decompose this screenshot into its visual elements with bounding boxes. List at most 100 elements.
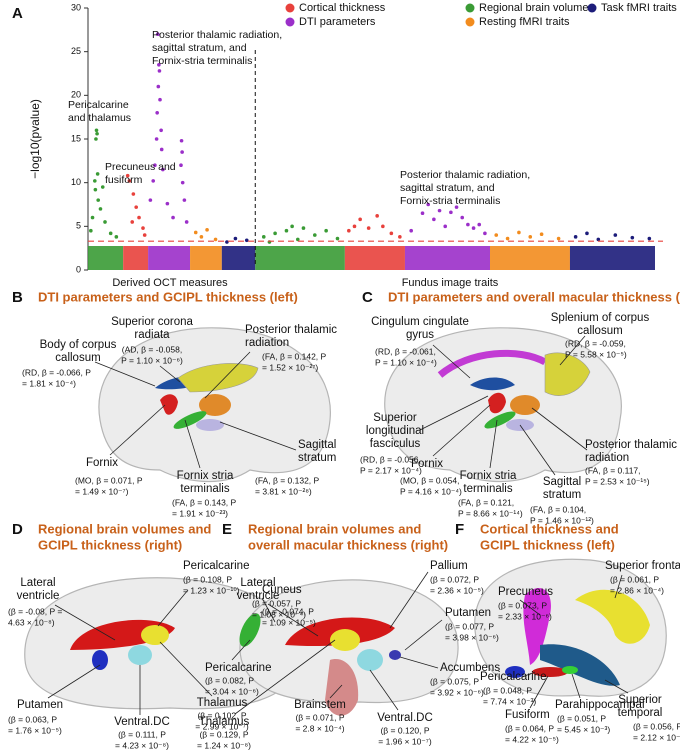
structure-name: Posterior thalamic <box>585 439 677 451</box>
point <box>335 236 340 241</box>
structure-name: Pericalcarine <box>480 671 546 683</box>
structure-stats: = 3.98 × 10⁻⁶) <box>445 632 499 642</box>
y-tick-label: 20 <box>71 90 81 100</box>
legend-label: Regional brain volumes <box>479 2 594 14</box>
annotation: sagittal stratum, and <box>152 42 247 54</box>
legend-marker <box>587 3 597 13</box>
y-tick-label: 5 <box>76 221 81 231</box>
point <box>398 235 402 239</box>
point <box>454 205 459 209</box>
point <box>180 180 185 185</box>
structure-stats: = 7.74 × 10⁻³) <box>483 696 536 706</box>
point <box>630 235 635 240</box>
point <box>301 226 306 230</box>
structure-stats: (MO, β = 0.071, P <box>75 475 143 485</box>
y-tick-label: 10 <box>71 177 81 187</box>
structure-name: Body of corpus <box>40 339 117 351</box>
annotation: sagittal stratum, and <box>400 182 495 194</box>
structure-stats: (β = 0.108, P <box>183 574 232 584</box>
structure-stats: = 2.99 × 10⁻⁷) <box>195 721 249 731</box>
structure-name: Putamen <box>17 699 63 711</box>
point <box>205 228 209 232</box>
structure-name: Fornix stria <box>177 470 234 482</box>
point <box>89 228 93 233</box>
structure-stats: = 1.81 × 10⁻⁴) <box>22 378 76 388</box>
point <box>93 179 97 183</box>
structure-stats: = 4.22 × 10⁻⁵) <box>505 734 559 744</box>
panel-title: Regional brain volumes and <box>248 521 421 536</box>
point-band <box>490 246 570 270</box>
panel-letter: B <box>12 289 23 306</box>
point <box>171 215 175 220</box>
point <box>157 69 162 73</box>
structure-stats: = 2.33 × 10⁻⁶) <box>498 611 552 621</box>
structure-name: longitudinal <box>366 425 424 437</box>
brain-panels: B DTI parameters and GCIPL thickness (lef… <box>8 289 680 750</box>
point <box>127 179 132 183</box>
structure-stats: = 3.04 × 10⁻⁶) <box>205 686 259 696</box>
point-band <box>344 246 405 270</box>
leader-line <box>521 671 536 678</box>
leader-line <box>559 335 586 366</box>
point <box>647 236 652 241</box>
point <box>366 226 371 230</box>
point <box>141 226 145 230</box>
point <box>158 97 162 102</box>
panel-title: GCIPL thickness (left) <box>480 537 615 552</box>
point <box>420 211 425 216</box>
structure-name: stratum <box>298 452 336 464</box>
structure-stats: = 1.76 × 10⁻⁵) <box>8 725 62 735</box>
annotation: Precuneus and <box>105 161 176 173</box>
x-group-label: Derived OCT measures <box>112 277 228 289</box>
point <box>93 187 98 192</box>
structure-stats: P = 1.10 × 10⁻⁴) <box>375 357 437 367</box>
panel-title: GCIPL thickness (right) <box>38 537 182 552</box>
point <box>154 137 159 141</box>
structure-stats: (β = 0.077, P <box>445 621 494 631</box>
structure-stats: (RD, β = -0.061, <box>375 346 436 356</box>
leader-line <box>389 571 429 629</box>
point-band <box>123 246 149 270</box>
structure-stats: (β = -0.074, P <box>262 606 314 616</box>
point <box>134 205 138 209</box>
point <box>142 233 147 237</box>
point <box>375 214 379 218</box>
point <box>483 231 487 236</box>
leader-line <box>159 365 181 383</box>
point <box>517 230 521 235</box>
point <box>466 222 470 227</box>
structure-stats: = 1.09 × 10⁻⁵) <box>262 617 316 627</box>
point <box>290 224 294 229</box>
leader-line <box>54 604 116 641</box>
structure-stats: P = 5.58 × 10⁻⁵) <box>565 349 627 359</box>
structure-stats: (β = 0.073, P <box>498 600 547 610</box>
structure-stats: (β = -0.08, P = <box>8 606 62 616</box>
point <box>233 236 238 241</box>
legend-marker <box>285 3 295 13</box>
structure-name: Pericalcarine <box>183 560 249 572</box>
structure-name: Lateral <box>20 577 55 589</box>
legend-marker <box>465 17 475 27</box>
leader-line <box>404 619 443 651</box>
structure-stats: (FA, β = 0.143, P <box>172 497 237 507</box>
panel-title: DTI parameters and GCIPL thickness (left… <box>38 289 298 304</box>
leader-line <box>519 599 541 616</box>
point <box>125 173 130 178</box>
structure-stats: (β = 0.056, P <box>633 721 680 731</box>
point <box>95 172 100 176</box>
structure-stats: P = 8.66 × 10⁻¹⁴) <box>458 508 523 518</box>
structure-name: Pallium <box>430 560 468 572</box>
panel-title: Cortical thickness and <box>480 521 619 536</box>
structure-stats: = 1.52 × 10⁻²⁷) <box>262 362 318 372</box>
point <box>165 201 170 206</box>
point <box>137 215 141 220</box>
point <box>96 198 101 202</box>
leader-line <box>184 419 201 469</box>
structure-name: Lateral <box>240 577 275 589</box>
structure-name: Ventral.DC <box>114 716 170 728</box>
structure-stats: (MO, β = 0.054, <box>400 475 459 485</box>
point <box>90 215 95 220</box>
leader-line <box>571 673 581 699</box>
point <box>295 237 300 242</box>
